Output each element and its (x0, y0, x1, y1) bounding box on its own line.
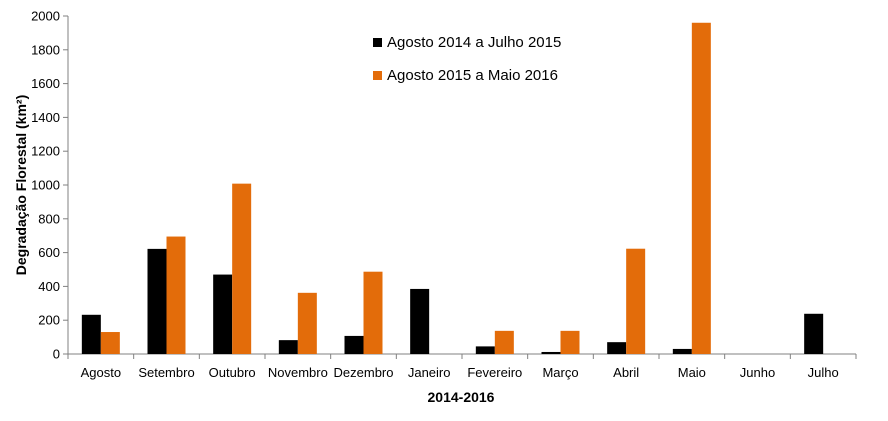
bar-series-1-maio (672, 348, 692, 354)
y-tick-label: 1400 (31, 110, 60, 125)
bar-series-2-outubro (232, 183, 252, 354)
x-tick-label: Junho (740, 365, 775, 380)
x-tick-label: Novembro (268, 365, 328, 380)
bars (81, 22, 824, 354)
x-tick-label: Outubro (209, 365, 256, 380)
legend-label: Agosto 2015 a Maio 2016 (387, 67, 558, 84)
bar-series-2-maio (691, 22, 711, 354)
x-tick-label: Janeiro (408, 365, 451, 380)
x-tick-label: Abril (613, 365, 639, 380)
bar-series-2-março (560, 330, 580, 354)
x-tick-label: Fevereiro (467, 365, 522, 380)
y-tick-label: 1600 (31, 76, 60, 91)
y-tick-label: 200 (38, 313, 60, 328)
x-tick-label: Março (542, 365, 578, 380)
x-tick-label: Agosto (81, 365, 121, 380)
y-tick-label: 1200 (31, 144, 60, 159)
legend-swatch (373, 71, 382, 80)
bar-series-1-janeiro (410, 288, 430, 354)
y-tick-label: 2000 (31, 9, 60, 24)
bar-series-2-dezembro (363, 271, 383, 354)
y-tick-label: 1000 (31, 178, 60, 193)
y-tick-label: 1800 (31, 42, 60, 57)
bar-series-2-agosto (100, 332, 120, 354)
bar-series-1-agosto (81, 314, 101, 354)
x-tick-label: Setembro (138, 365, 194, 380)
y-axis: 0 200 400 600 800 1000 1200 1400 1600 1800 2000 (31, 9, 69, 362)
x-tick-label: Maio (678, 365, 706, 380)
bar-series-1-abril (607, 342, 627, 354)
x-tick-label: Dezembro (334, 365, 394, 380)
legend: Agosto 2014 a Julho 2015 Agosto 2015 a Ma… (373, 34, 561, 84)
bar-series-1-novembro (278, 340, 298, 354)
bar-series-1-dezembro (344, 335, 364, 354)
bar-series-1-fevereiro (475, 346, 495, 354)
bar-series-2-fevereiro (494, 330, 514, 354)
bar-series-1-outubro (213, 274, 233, 354)
bar-series-2-abril (626, 248, 646, 354)
bar-series-1-setembro (147, 248, 167, 354)
legend-swatch (373, 38, 382, 47)
bar-series-1-julho (804, 313, 824, 354)
y-tick-label: 600 (38, 245, 60, 260)
bar-series-2-setembro (166, 236, 186, 354)
x-tick-label: Julho (808, 365, 839, 380)
y-tick-label: 400 (38, 279, 60, 294)
legend-label: Agosto 2014 a Julho 2015 (387, 34, 561, 51)
y-tick-label: 0 (53, 347, 60, 362)
y-tick-label: 800 (38, 211, 60, 226)
y-axis-title: Degradação Florestal (km²) (13, 95, 29, 276)
bar-series-2-novembro (297, 292, 317, 354)
x-axis-title: 2014-2016 (428, 389, 495, 405)
x-axis: Agosto Setembro Outubro Novembro Dezembro Jan… (67, 353, 857, 380)
bar-series-1-março (541, 351, 561, 354)
